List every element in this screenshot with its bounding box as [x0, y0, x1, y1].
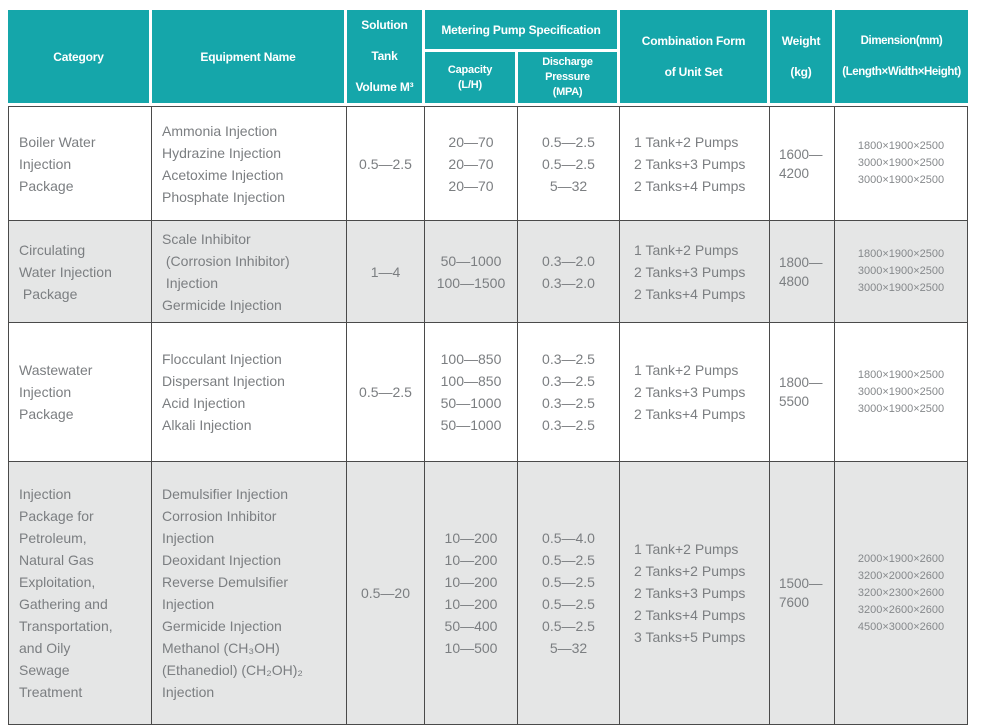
- cell-tank-volume: 1—4: [347, 221, 425, 323]
- cell-dimension: 1800×1900×2500 3000×1900×2500 3000×1900×…: [835, 323, 969, 462]
- table-row: Injection Package for Petroleum, Natural…: [8, 462, 969, 725]
- col-header-combination-form: Combination Form of Unit Set: [620, 10, 771, 106]
- table-row: Wastewater Injection Package Flocculant I…: [8, 323, 969, 462]
- col-header-solution-tank-volume: Solution Tank Volume M³: [347, 10, 425, 106]
- injection-package-spec-table: Category Equipment Name Solution Tank Vo…: [8, 10, 969, 725]
- cell-equipment: Flocculant Injection Dispersant Injectio…: [152, 323, 347, 462]
- cell-weight: 1600— 4200: [770, 106, 836, 221]
- cell-tank-volume: 0.5—20: [347, 462, 425, 725]
- cell-tank-volume: 0.5—2.5: [347, 106, 425, 221]
- cell-combination: 1 Tank+2 Pumps 2 Tanks+3 Pumps 2 Tanks+4…: [620, 106, 771, 221]
- cell-category: Injection Package for Petroleum, Natural…: [8, 462, 152, 725]
- col-header-capacity: Capacity (L/H): [425, 52, 518, 106]
- col-header-dimension: Dimension(mm) (Length×Width×Height): [835, 10, 969, 106]
- cell-category: Boiler Water Injection Package: [8, 106, 152, 221]
- spec-table-container: Category Equipment Name Solution Tank Vo…: [8, 10, 969, 725]
- cell-equipment: Ammonia Injection Hydrazine Injection Ac…: [152, 106, 347, 221]
- cell-dimension: 2000×1900×2600 3200×2000×2600 3200×2300×…: [835, 462, 969, 725]
- col-header-weight: Weight (kg): [770, 10, 836, 106]
- cell-capacity: 10—200 10—200 10—200 10—200 50—400 10—50…: [425, 462, 518, 725]
- cell-capacity: 100—850 100—850 50—1000 50—1000: [425, 323, 518, 462]
- table-body: Boiler Water Injection Package Ammonia In…: [8, 106, 969, 725]
- cell-category: Circulating Water Injection Package: [8, 221, 152, 323]
- cell-dimension: 1800×1900×2500 3000×1900×2500 3000×1900×…: [835, 106, 969, 221]
- cell-discharge: 0.5—2.5 0.5—2.5 5—32: [518, 106, 621, 221]
- table-header: Category Equipment Name Solution Tank Vo…: [8, 10, 969, 106]
- cell-weight: 1800— 4800: [770, 221, 836, 323]
- cell-combination: 1 Tank+2 Pumps 2 Tanks+3 Pumps 2 Tanks+4…: [620, 323, 771, 462]
- cell-combination: 1 Tank+2 Pumps 2 Tanks+3 Pumps 2 Tanks+4…: [620, 221, 771, 323]
- col-header-category: Category: [8, 10, 152, 106]
- cell-equipment: Scale Inhibitor (Corrosion Inhibitor) In…: [152, 221, 347, 323]
- table-row: Boiler Water Injection Package Ammonia In…: [8, 106, 969, 221]
- table-row: Circulating Water Injection Package Scale…: [8, 221, 969, 323]
- cell-discharge: 0.3—2.5 0.3—2.5 0.3—2.5 0.3—2.5: [518, 323, 621, 462]
- cell-capacity: 20—70 20—70 20—70: [425, 106, 518, 221]
- col-header-discharge-pressure: Discharge Pressure (MPA): [518, 52, 621, 106]
- cell-dimension: 1800×1900×2500 3000×1900×2500 3000×1900×…: [835, 221, 969, 323]
- cell-capacity: 50—1000 100—1500: [425, 221, 518, 323]
- col-header-equipment-name: Equipment Name: [152, 10, 347, 106]
- cell-tank-volume: 0.5—2.5: [347, 323, 425, 462]
- cell-discharge: 0.5—4.0 0.5—2.5 0.5—2.5 0.5—2.5 0.5—2.5 …: [518, 462, 621, 725]
- cell-weight: 1500— 7600: [770, 462, 836, 725]
- cell-equipment: Demulsifier Injection Corrosion Inhibito…: [152, 462, 347, 725]
- cell-discharge: 0.3—2.0 0.3—2.0: [518, 221, 621, 323]
- cell-weight: 1800— 5500: [770, 323, 836, 462]
- cell-combination: 1 Tank+2 Pumps 2 Tanks+2 Pumps 2 Tanks+3…: [620, 462, 771, 725]
- cell-category: Wastewater Injection Package: [8, 323, 152, 462]
- col-header-metering-pump-specification: Metering Pump Specification: [425, 10, 621, 53]
